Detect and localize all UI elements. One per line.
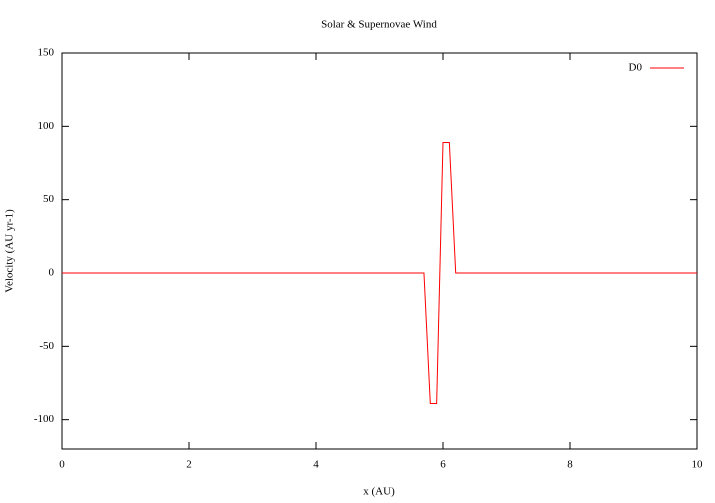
y-axis-label: Velocity (AU yr-1) bbox=[4, 209, 16, 293]
y-tick-label: -100 bbox=[34, 413, 55, 425]
y-tick-label: -50 bbox=[39, 340, 54, 352]
plot-frame bbox=[61, 52, 698, 450]
x-tick-label: 6 bbox=[440, 459, 446, 471]
x-tick-label: 10 bbox=[692, 459, 704, 471]
x-axis-label: x (AU) bbox=[363, 486, 395, 498]
data-line bbox=[62, 141, 697, 405]
x-tick-label: 4 bbox=[313, 459, 319, 471]
x-tick-label: 0 bbox=[59, 459, 65, 471]
y-tick-label: 0 bbox=[49, 267, 55, 279]
chart-title: Solar & Supernovae Wind bbox=[321, 19, 437, 31]
x-tick-label: 8 bbox=[567, 459, 573, 471]
x-tick-label: 2 bbox=[186, 459, 192, 471]
y-tick-label: 50 bbox=[43, 193, 55, 205]
y-tick-label: 150 bbox=[38, 47, 55, 59]
y-tick-label: 100 bbox=[38, 120, 55, 132]
legend-label: D0 bbox=[629, 62, 643, 74]
